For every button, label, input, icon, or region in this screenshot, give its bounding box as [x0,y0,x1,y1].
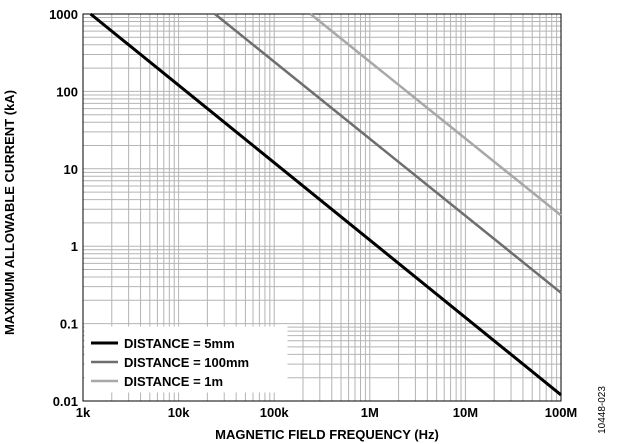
y-axis-title: MAXIMUM ALLOWABLE CURRENT (kA) [2,90,17,335]
x-tick-label: 1k [76,405,91,420]
series-line [214,13,562,294]
series-lines [89,12,562,397]
x-tick-label: 100k [260,405,290,420]
y-tick-labels: 0.01 0.1 1 10 100 1000 [49,7,78,409]
legend-box [84,326,288,393]
y-tick-label: 100 [56,84,78,99]
series-line [309,13,562,217]
x-tick-label: 100M [545,405,578,420]
x-tick-label: 10k [168,405,190,420]
legend-label: DISTANCE = 1m [124,374,223,389]
plot-frame [82,13,562,402]
x-tick-labels: 1k 10k 100k 1M 10M 100M [76,405,578,420]
legend-items: DISTANCE = 5mm DISTANCE = 100mm DISTANCE =… [91,336,249,389]
series-line [89,12,562,397]
grid-lines [83,14,561,401]
y-tick-label: 0.1 [60,317,78,332]
y-tick-label: 10 [64,162,78,177]
figure-id: 10448-023 [597,386,608,434]
legend: DISTANCE = 5mm DISTANCE = 100mm DISTANCE =… [84,326,288,393]
y-tick-label: 0.01 [53,394,78,409]
legend-label: DISTANCE = 100mm [124,355,249,370]
legend-label: DISTANCE = 5mm [124,336,235,351]
y-tick-label: 1 [71,239,78,254]
x-tick-label: 10M [453,405,478,420]
x-tick-label: 1M [361,405,379,420]
x-axis-title: MAGNETIC FIELD FREQUENCY (Hz) [215,427,439,442]
y-tick-label: 1000 [49,7,78,22]
